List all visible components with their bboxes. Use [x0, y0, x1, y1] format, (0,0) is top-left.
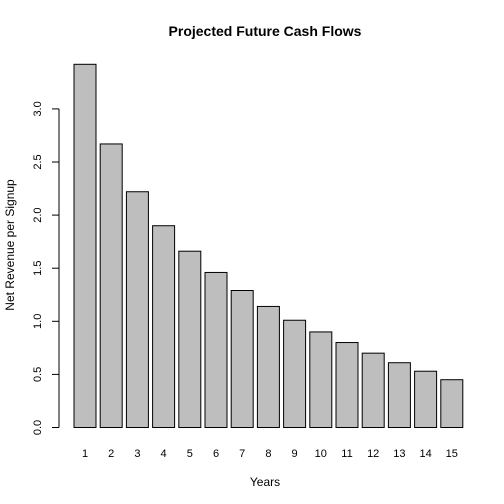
x-tick-label: 5 — [187, 448, 193, 460]
bar-year-7 — [230, 290, 254, 429]
y-tick-label: 0.5 — [32, 367, 44, 382]
bar-year-12 — [361, 352, 385, 428]
bar-year-11 — [335, 342, 359, 429]
bar-year-13 — [387, 362, 411, 428]
bar-year-9 — [283, 319, 307, 429]
bar-year-2 — [99, 143, 123, 428]
x-tick-label: 10 — [315, 448, 327, 460]
bar-year-15 — [440, 379, 464, 428]
x-tick-label: 3 — [134, 448, 140, 460]
bar-year-5 — [178, 250, 202, 428]
bar-year-4 — [152, 225, 176, 428]
y-tick-label: 1.5 — [32, 261, 44, 276]
x-tick-label: 11 — [341, 448, 352, 460]
y-axis: 0.0 0.5 1.0 1.5 2.0 2.5 3.0 — [32, 101, 60, 435]
x-tick-label: 13 — [393, 448, 405, 460]
x-tick-label: 15 — [446, 448, 458, 460]
bar-year-14 — [414, 370, 438, 428]
bar-year-8 — [256, 305, 280, 429]
bar-year-1 — [73, 63, 97, 429]
x-tick-label: 9 — [292, 448, 298, 460]
x-tick-label: 12 — [367, 448, 379, 460]
x-tick-label: 7 — [239, 448, 245, 460]
x-tick-labels: 1 2 3 4 5 6 7 8 9 10 11 12 13 14 15 — [82, 448, 458, 460]
y-axis-label: Net Revenue per Signup — [3, 179, 17, 311]
chart-title: Projected Future Cash Flows — [169, 23, 362, 39]
x-tick-label: 1 — [82, 448, 88, 460]
x-tick-label: 6 — [213, 448, 219, 460]
y-tick-label: 2.5 — [32, 154, 44, 169]
x-tick-label: 2 — [108, 448, 114, 460]
x-tick-label: 14 — [419, 448, 431, 460]
bar-year-3 — [125, 191, 149, 428]
x-axis-label: Years — [250, 475, 280, 489]
x-tick-label: 4 — [161, 448, 167, 460]
x-tick-label: 8 — [265, 448, 271, 460]
y-tick-label: 2.0 — [32, 207, 44, 222]
y-tick-label: 3.0 — [32, 101, 44, 116]
bars-group — [73, 63, 464, 429]
bar-year-6 — [204, 271, 228, 428]
y-tick-label: 1.0 — [32, 314, 44, 329]
bar-year-10 — [309, 331, 333, 429]
y-tick-label: 0.0 — [32, 420, 44, 435]
